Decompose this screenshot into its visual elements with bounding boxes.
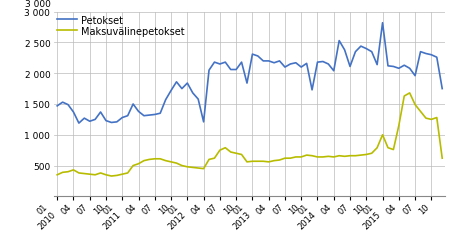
Petokset <box>190 92 196 95</box>
Petokset <box>304 62 309 66</box>
Maksuvälinepetokset <box>439 157 445 160</box>
Petokset <box>418 51 423 54</box>
Legend: Petokset, Maksuvälinepetokset: Petokset, Maksuvälinepetokset <box>57 16 184 37</box>
Maksuvälinepetokset <box>277 159 282 162</box>
Petokset <box>439 88 445 91</box>
Petokset <box>380 22 385 25</box>
Maksuvälinepetokset <box>320 156 326 159</box>
Line: Maksuvälinepetokset: Maksuvälinepetokset <box>57 93 442 176</box>
Maksuvälinepetokset <box>407 92 412 95</box>
Maksuvälinepetokset <box>109 175 114 178</box>
Line: Petokset: Petokset <box>57 24 442 123</box>
Maksuvälinepetokset <box>304 154 309 157</box>
Text: 3 000: 3 000 <box>25 0 50 9</box>
Petokset <box>277 60 282 63</box>
Maksuvälinepetokset <box>190 166 196 169</box>
Maksuvälinepetokset <box>54 174 60 177</box>
Petokset <box>320 61 326 64</box>
Maksuvälinepetokset <box>114 174 119 177</box>
Petokset <box>76 122 82 125</box>
Petokset <box>114 121 119 124</box>
Maksuvälinepetokset <box>418 110 423 113</box>
Petokset <box>54 105 60 108</box>
